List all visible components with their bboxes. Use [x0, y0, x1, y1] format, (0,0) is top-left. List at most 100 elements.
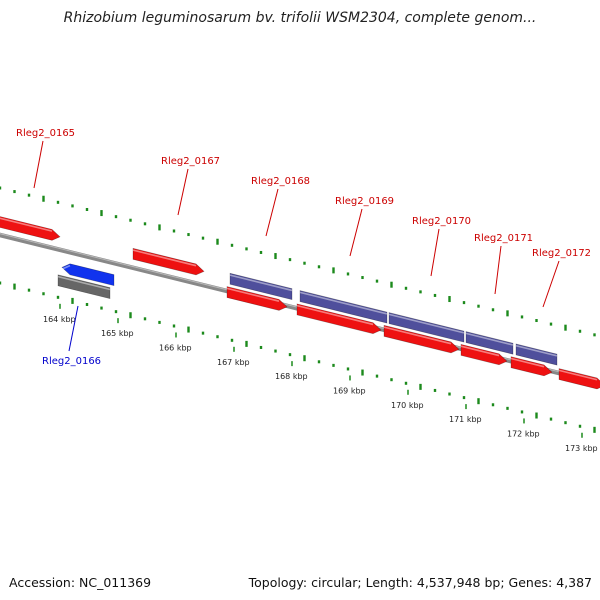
gc-tick-lower: [477, 398, 480, 405]
gene-arrow-rleg2-0169[interactable]: [296, 303, 382, 334]
gc-tick-upper: [419, 290, 422, 294]
gc-tick-upper: [477, 304, 480, 308]
kbp-label: 166 kbp: [159, 343, 192, 352]
gc-tick-upper: [317, 265, 321, 269]
gc-tick-lower: [520, 410, 524, 414]
gc-tick-upper: [245, 247, 248, 251]
gc-tick-lower: [462, 396, 466, 400]
gc-tick-lower: [361, 369, 364, 376]
gc-tick-lower: [535, 412, 538, 419]
gc-tick-lower: [404, 381, 408, 385]
cds-feature-rleg2-0168[interactable]: [229, 272, 293, 301]
gene-label[interactable]: Rleg2_0168: [251, 176, 310, 187]
pseudo-feature-rleg2-0166[interactable]: [57, 274, 111, 300]
gene-arrow-rleg2-0170[interactable]: [383, 324, 460, 354]
gc-tick-upper: [230, 243, 234, 247]
gc-tick-lower: [448, 392, 451, 396]
accession-text: Accession: NC_011369: [9, 575, 152, 590]
gc-tick-upper: [56, 200, 60, 204]
gc-tick-upper: [549, 322, 553, 326]
gene-arrow-rleg2-0166[interactable]: [61, 263, 115, 287]
gc-tick-upper: [462, 301, 466, 305]
gc-tick-lower: [27, 288, 31, 292]
gc-tick-lower: [0, 281, 2, 285]
gc-tick-lower: [216, 335, 219, 339]
gc-tick-upper: [274, 253, 277, 260]
gc-tick-upper: [448, 296, 451, 303]
kbp-label: 171 kbp: [449, 415, 482, 424]
gc-tick-upper: [506, 310, 509, 317]
gc-tick-upper: [100, 210, 103, 217]
gc-tick-upper: [593, 333, 596, 337]
cds-feature-rleg2-0172[interactable]: [515, 343, 558, 366]
gene-leader-line: [265, 188, 279, 237]
kbp-label: 172 kbp: [507, 429, 540, 438]
cds-feature-rleg2-0169[interactable]: [299, 290, 388, 324]
gc-tick-lower: [259, 345, 263, 349]
gc-tick-lower: [332, 363, 335, 367]
gc-tick-lower: [549, 417, 553, 421]
kbp-label: 164 kbp: [43, 315, 76, 324]
gene-arrow-rleg2-0165[interactable]: [0, 215, 61, 241]
gene-leader-line: [494, 245, 502, 295]
gene-arrow-rleg2-0167[interactable]: [132, 247, 205, 276]
gc-tick-upper: [129, 218, 132, 222]
gc-tick-lower: [593, 426, 596, 433]
kbp-label: 165 kbp: [101, 329, 134, 338]
gc-tick-upper: [375, 279, 379, 283]
gc-tick-upper: [114, 215, 118, 219]
gene-leader-line: [33, 140, 44, 189]
gc-tick-lower: [187, 326, 190, 333]
gene-label[interactable]: Rleg2_0166: [42, 356, 101, 367]
gc-tick-upper: [201, 236, 205, 240]
feature-layer: [0, 215, 600, 390]
gc-tick-lower: [230, 338, 234, 342]
gc-tick-upper: [433, 293, 437, 297]
gc-tick-lower: [13, 283, 16, 290]
gc-tick-upper: [158, 224, 161, 231]
gc-tick-upper: [71, 204, 74, 208]
gene-arrow-next[interactable]: [558, 368, 600, 390]
gene-arrow-rleg2-0168[interactable]: [226, 286, 288, 311]
gc-skew-ticks: [0, 186, 596, 433]
gc-tick-upper: [13, 190, 16, 194]
gc-tick-upper: [491, 308, 495, 312]
gene-arrow-rleg2-0171[interactable]: [460, 343, 508, 366]
gene-label[interactable]: Rleg2_0167: [161, 156, 220, 167]
gc-tick-upper: [259, 250, 263, 254]
gene-label[interactable]: Rleg2_0171: [474, 233, 533, 244]
gc-tick-upper: [143, 222, 147, 226]
gc-tick-upper: [42, 195, 45, 202]
cds-feature-rleg2-0171[interactable]: [465, 331, 514, 355]
gene-label[interactable]: Rleg2_0170: [412, 216, 471, 227]
gc-tick-upper: [216, 238, 219, 245]
gc-tick-lower: [71, 297, 74, 304]
genome-summary: Topology: circular; Length: 4,537,948 bp…: [248, 575, 592, 590]
gc-tick-lower: [172, 324, 176, 328]
scale-layer: 164 kbp 165 kbp 166 kbp 167 kbp 168 kbp 169 k…: [43, 303, 598, 453]
kbp-label: 168 kbp: [275, 372, 308, 381]
gc-tick-upper: [303, 261, 306, 265]
gene-leader-line: [542, 260, 560, 308]
gene-leader-line: [177, 168, 189, 216]
gc-tick-lower: [303, 355, 306, 362]
gc-tick-upper: [288, 258, 292, 262]
label-layer: Rleg2_0165 Rleg2_0166 Rleg2_0167 Rleg2_0168…: [16, 128, 591, 367]
gene-leader-line: [430, 228, 440, 277]
gc-tick-lower: [419, 383, 422, 390]
gene-arrow-rleg2-0172[interactable]: [510, 356, 553, 377]
gc-tick-upper: [27, 193, 31, 197]
gene-label[interactable]: Rleg2_0172: [532, 248, 591, 259]
gene-label[interactable]: Rleg2_0165: [16, 128, 75, 139]
kbp-label: 170 kbp: [391, 401, 424, 410]
map-title: Rhizobium leguminosarum bv. trifolii WSM…: [63, 10, 537, 26]
gc-tick-lower: [56, 295, 60, 299]
gc-tick-lower: [346, 367, 350, 371]
gene-label[interactable]: Rleg2_0169: [335, 196, 394, 207]
cds-feature-rleg2-0170[interactable]: [388, 312, 465, 343]
gc-tick-upper: [346, 272, 350, 276]
gc-tick-lower: [390, 378, 393, 382]
gc-tick-lower: [375, 374, 379, 378]
gc-tick-lower: [317, 360, 321, 364]
